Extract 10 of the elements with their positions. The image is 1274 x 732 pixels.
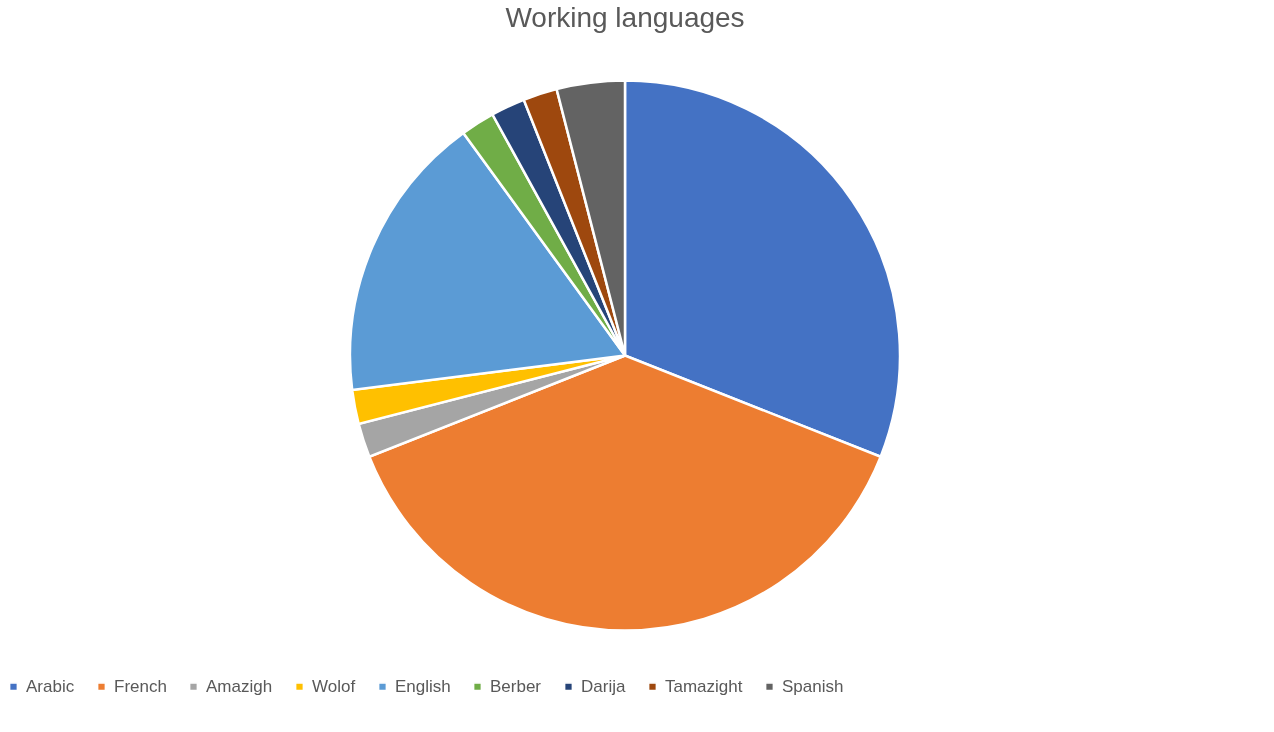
- legend-label: Spanish: [782, 676, 844, 696]
- legend-label: Amazigh: [206, 676, 273, 696]
- legend-label: Berber: [490, 676, 542, 696]
- legend-label: Darija: [581, 676, 626, 696]
- legend-label: Wolof: [312, 676, 356, 696]
- legend-label: English: [395, 676, 451, 696]
- legend-label: Arabic: [26, 676, 75, 696]
- legend-label: French: [114, 676, 167, 696]
- legend-label: Tamazight: [665, 676, 743, 696]
- chart-title: Working languages: [505, 2, 745, 33]
